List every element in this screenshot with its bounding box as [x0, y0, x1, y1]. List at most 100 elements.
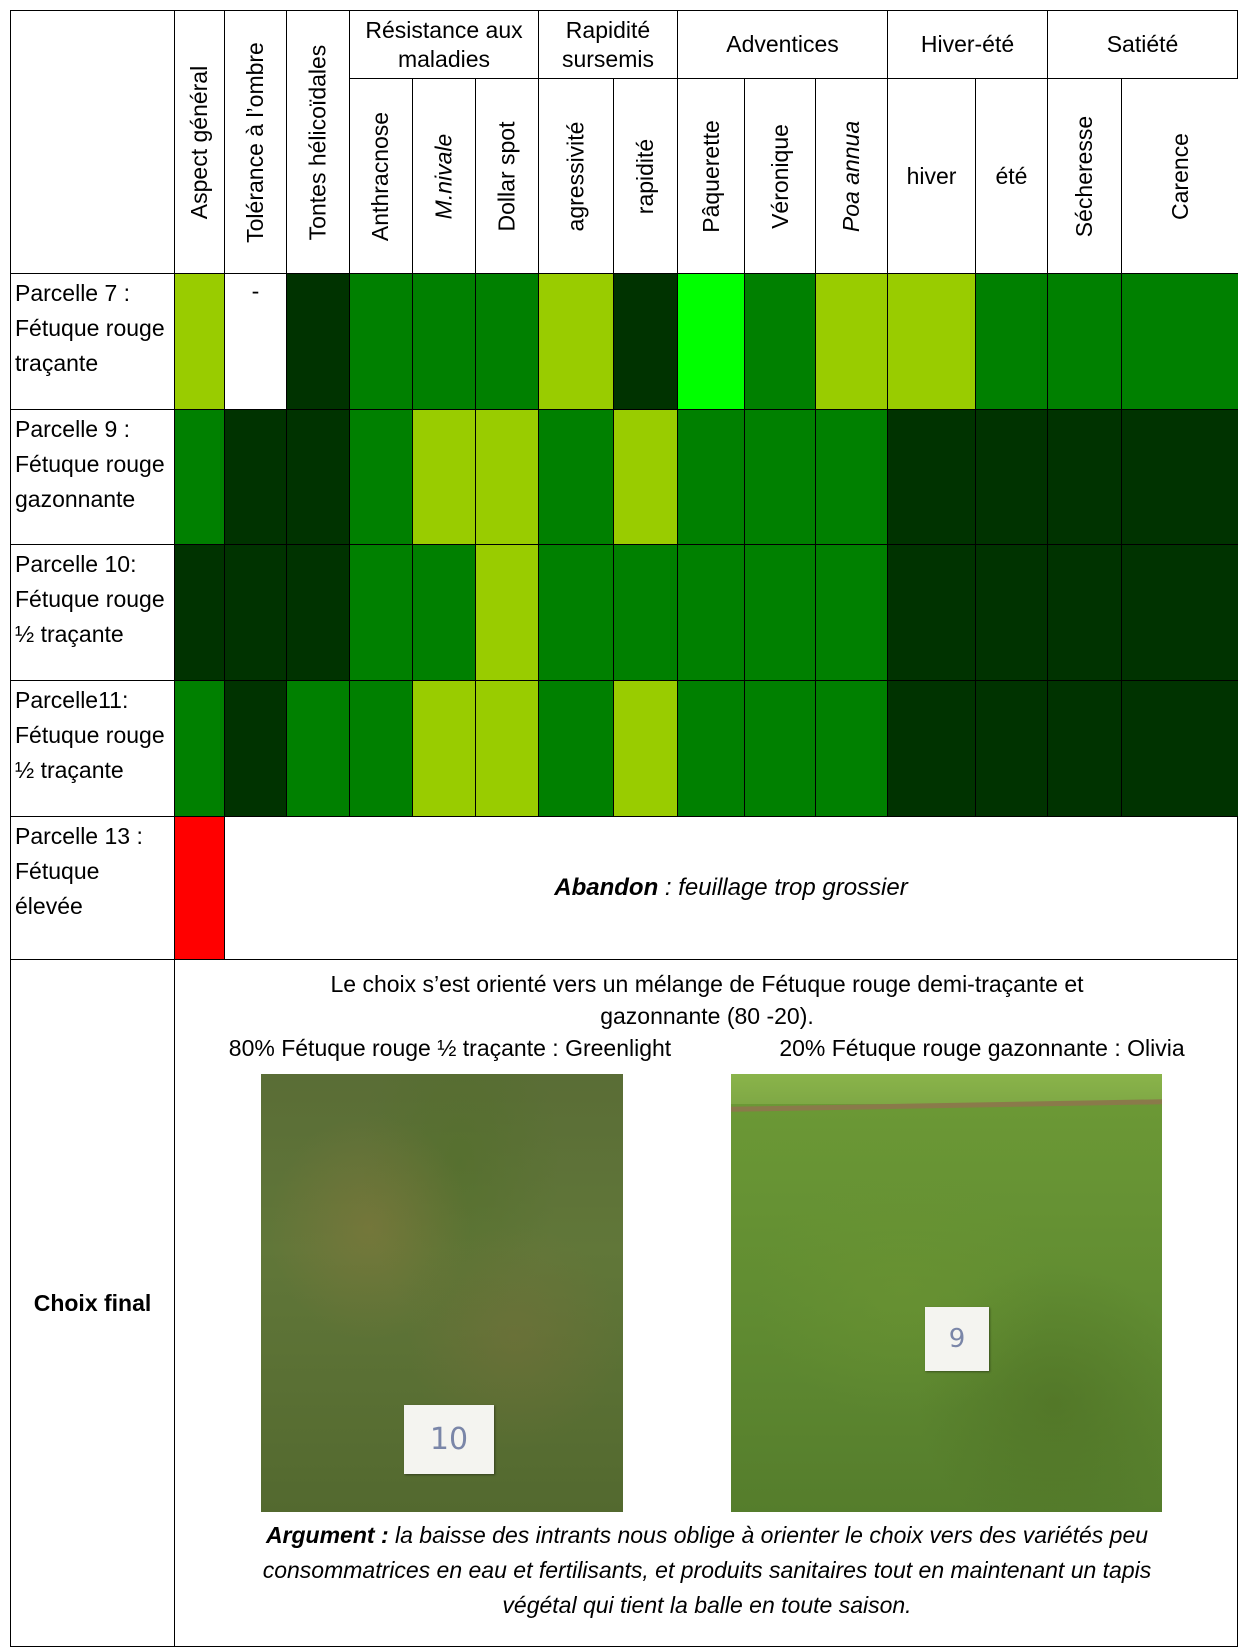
rating-cell: [349, 544, 413, 681]
rating-cell: [1047, 544, 1122, 681]
rating-cell: [744, 409, 816, 545]
rating-cell: [412, 409, 476, 545]
rating-cell: [174, 273, 225, 410]
argument-line-3: végétal qui tient la balle en toute sais…: [502, 1592, 912, 1618]
column-header-label: agressivité: [562, 121, 589, 231]
rating-cell: [174, 544, 225, 681]
column-header-label: Anthracnose: [367, 111, 394, 241]
rating-cell: [975, 544, 1048, 681]
rating-cell: [286, 544, 350, 681]
final-intro-line-2: gazonnante (80 -20).: [600, 1003, 814, 1029]
rating-cell: [613, 409, 678, 545]
rating-cell: [538, 409, 614, 545]
column-header-anthracnose: Anthracnose: [349, 78, 413, 274]
row-label-parcelle-13: Parcelle 13 : Fétuque élevée: [10, 816, 175, 960]
column-header-label: rapidité: [632, 138, 658, 214]
no-rating-dash: -: [251, 278, 260, 304]
photo-greenlight-plot: 10: [261, 1074, 623, 1512]
group-header-satiety: Satiété: [1047, 10, 1238, 79]
rating-cell: [286, 409, 350, 545]
photo-olivia-plot: 9: [731, 1074, 1162, 1512]
rating-cell: [538, 680, 614, 817]
column-header-m-nivale: M.nivale: [412, 78, 476, 274]
rating-cell: [1047, 273, 1122, 410]
rating-cell: [613, 544, 678, 681]
column-header-dollar-spot: Dollar spot: [475, 78, 539, 274]
column-header-secheresse: Sécheresse: [1047, 78, 1122, 274]
rating-cell: [174, 409, 225, 545]
rating-cell: [1121, 680, 1238, 817]
group-header-disease-resistance: Résistance aux maladies: [349, 10, 539, 79]
rating-cell: [286, 680, 350, 817]
column-header-label: Poa annua: [838, 120, 864, 232]
rating-cell: [224, 544, 287, 681]
column-header-aspect-general: Aspect général: [174, 10, 225, 274]
column-header-label: Tontes hélicoïdales: [304, 44, 331, 240]
rating-cell: [349, 680, 413, 817]
final-intro-line-1: Le choix s’est orienté vers un mélange d…: [330, 971, 1084, 997]
rating-cell: [475, 273, 539, 410]
rating-cell: [613, 680, 678, 817]
column-header-label: Tolérance à l’ombre: [242, 41, 268, 243]
header-corner: [10, 10, 175, 274]
rating-cell: [1121, 409, 1238, 545]
column-header-label: Carence: [1166, 132, 1193, 220]
column-header-agressivite: agressivité: [538, 78, 614, 274]
rating-cell: [744, 544, 816, 681]
rating-cell: [224, 409, 287, 545]
column-header-label: Aspect général: [186, 65, 212, 219]
final-choice-content: Le choix s’est orienté vers un mélange d…: [174, 959, 1238, 1647]
left-photo-caption: 80% Fétuque rouge ½ traçante : Greenligh…: [228, 1035, 672, 1061]
rating-cell: [677, 273, 745, 410]
row-label-parcelle-9: Parcelle 9 : Fétuque rouge gazonnante: [10, 409, 175, 545]
rating-cell: [975, 680, 1048, 817]
plot-label-9: 9: [925, 1307, 989, 1371]
rating-cell: -: [224, 273, 287, 410]
rating-cell: [1047, 680, 1122, 817]
group-header-winter-summer: Hiver-été: [887, 10, 1048, 79]
rating-cell: [887, 273, 976, 410]
rating-cell: [975, 273, 1048, 410]
column-header-paquerette: Pâquerette: [677, 78, 745, 274]
rating-cell: [412, 544, 476, 681]
column-header-tolerance-a-l-ombre: Tolérance à l’ombre: [224, 10, 287, 274]
rating-cell: [286, 273, 350, 410]
group-header-weeds: Adventices: [677, 10, 888, 79]
rating-cell: [475, 680, 539, 817]
photo-background-lawn: [731, 1074, 1162, 1104]
column-header-hiver: hiver: [887, 78, 976, 274]
column-header-poa-annua: Poa annua: [815, 78, 888, 274]
column-header-label: Pâquerette: [697, 119, 724, 233]
rating-cell: [677, 544, 745, 681]
rating-cell: [349, 273, 413, 410]
rating-cell: [412, 680, 476, 817]
rating-cell: [538, 273, 614, 410]
row-label-parcelle11: Parcelle11: Fétuque rouge ½ traçante: [10, 680, 175, 817]
column-header-ete: été: [975, 78, 1048, 274]
rating-cell: [815, 544, 888, 681]
rating-cell: [744, 273, 816, 410]
row-label-parcelle-10: Parcelle 10: Fétuque rouge ½ traçante: [10, 544, 175, 681]
abandon-color-cell: [174, 816, 225, 960]
column-header-label: Sécheresse: [1071, 115, 1097, 237]
rating-cell: [1121, 273, 1238, 410]
rating-cell: [744, 680, 816, 817]
rating-cell: [1121, 544, 1238, 681]
rating-cell: [224, 680, 287, 817]
argument-text: Argument : la baisse des intrants nous o…: [175, 1518, 1238, 1623]
plot-label-10: 10: [404, 1405, 494, 1474]
column-header-label: été: [995, 162, 1028, 189]
column-header-tontes-helicoidales: Tontes hélicoïdales: [286, 10, 350, 274]
rating-cell: [475, 409, 539, 545]
rating-cell: [815, 680, 888, 817]
rating-cell: [349, 409, 413, 545]
abandon-note-bold: Abandon: [554, 874, 659, 901]
rating-cell: [412, 273, 476, 410]
row-label-parcelle-7: Parcelle 7 : Fétuque rouge traçante: [10, 273, 175, 410]
argument-line-1-text: la baisse des intrants nous oblige à ori…: [388, 1522, 1149, 1548]
rating-cell: [887, 680, 976, 817]
final-choice-label: Choix final: [10, 959, 175, 1647]
argument-label: Argument :: [265, 1522, 389, 1548]
group-header-overseeding-speed: Rapidité sursemis: [538, 10, 678, 79]
evaluation-table: Aspect général Tolérance à l’ombre Tontes …: [10, 10, 1238, 1647]
